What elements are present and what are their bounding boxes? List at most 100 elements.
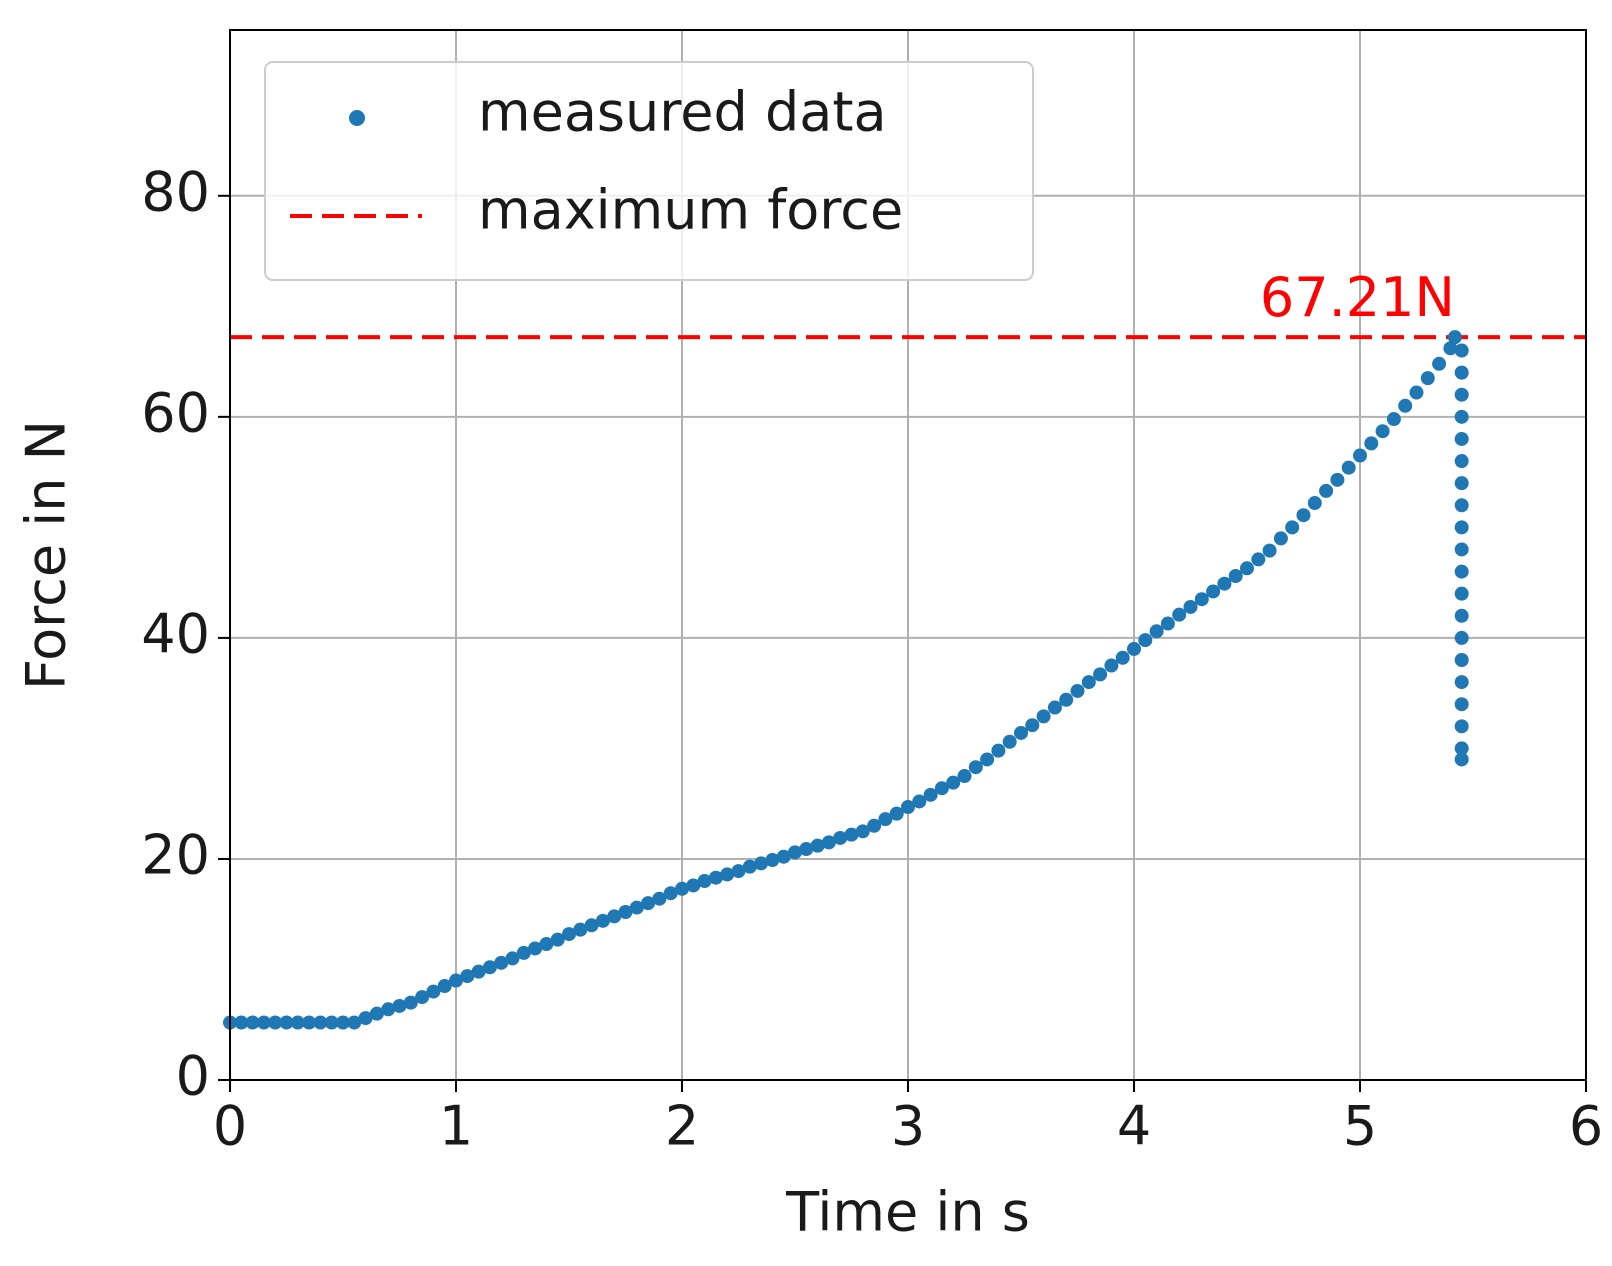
data-point (1454, 343, 1469, 358)
data-point (799, 842, 814, 856)
data-point (901, 800, 915, 814)
data-point (1036, 709, 1051, 724)
data-point (1104, 658, 1119, 673)
data-point (912, 794, 927, 809)
data-point (641, 896, 656, 911)
data-point (1398, 398, 1413, 413)
data-point (1296, 508, 1311, 523)
data-point (1025, 718, 1040, 733)
data-point (494, 955, 509, 970)
data-point (584, 918, 599, 933)
data-point (1447, 330, 1462, 345)
data-point (324, 1015, 339, 1030)
data-point (765, 853, 780, 868)
data-point (946, 775, 961, 790)
data-point (1454, 387, 1469, 402)
data-point (1454, 630, 1469, 645)
data-point (1454, 697, 1469, 712)
data-point (1127, 641, 1141, 656)
data-point (268, 1015, 283, 1030)
data-point (1375, 424, 1390, 439)
data-point (1420, 371, 1435, 386)
x-tick-label: 2 (665, 1095, 699, 1158)
x-tick-label: 6 (1569, 1095, 1603, 1158)
data-point (1386, 412, 1401, 427)
data-point (381, 1002, 396, 1017)
y-tick-label: 0 (176, 1045, 210, 1108)
data-point (1454, 608, 1469, 623)
data-point (279, 1015, 294, 1030)
data-point (697, 874, 712, 889)
data-point (1454, 752, 1469, 767)
data-point (437, 979, 452, 994)
data-point (460, 969, 475, 984)
data-point (1240, 561, 1254, 576)
legend-label: maximum force (478, 179, 903, 242)
x-tick-label: 5 (1343, 1095, 1377, 1158)
data-point (426, 984, 441, 999)
data-point (742, 859, 757, 874)
data-point (1319, 483, 1334, 498)
data-point (1454, 454, 1469, 469)
data-point (731, 864, 746, 879)
data-point (991, 743, 1006, 758)
data-point (1454, 741, 1469, 756)
data-point (844, 827, 859, 842)
data-point (1454, 653, 1469, 667)
data-point (482, 960, 497, 975)
data-point (957, 769, 972, 784)
x-tick-label: 4 (1117, 1095, 1151, 1158)
data-point (1194, 592, 1209, 607)
data-point (1160, 616, 1175, 631)
x-axis-label: Time in s (785, 1181, 1030, 1244)
data-point (1273, 531, 1288, 546)
data-point (290, 1015, 305, 1030)
data-point (1172, 607, 1187, 622)
data-point (336, 1015, 350, 1030)
data-point (833, 830, 848, 845)
data-point (415, 990, 430, 1005)
data-point (1443, 341, 1458, 356)
data-point (1002, 734, 1017, 749)
data-point (1341, 460, 1356, 475)
data-point (539, 937, 554, 952)
y-tick-label: 40 (141, 603, 210, 666)
data-point (855, 824, 870, 839)
data-point (1454, 520, 1469, 535)
data-point (923, 787, 938, 802)
data-point (528, 941, 543, 956)
data-point (1251, 552, 1266, 567)
data-point (607, 909, 622, 924)
data-point (1454, 365, 1469, 380)
data-point (1070, 683, 1085, 698)
data-point (1454, 719, 1469, 734)
data-point (1454, 564, 1469, 579)
data-point (754, 856, 769, 871)
data-point (1454, 476, 1469, 491)
data-point (1228, 569, 1243, 583)
x-tick-label: 3 (891, 1095, 925, 1158)
legend-box (264, 61, 1034, 281)
data-point (1093, 667, 1108, 682)
data-point (720, 867, 735, 882)
data-point (934, 781, 949, 796)
data-point (505, 951, 520, 966)
data-point (449, 973, 463, 988)
data-point (302, 1015, 317, 1030)
data-point (1454, 409, 1469, 424)
data-point (1307, 496, 1322, 511)
data-point (968, 760, 983, 775)
data-point (313, 1015, 328, 1030)
data-point (1330, 472, 1345, 487)
data-point (1262, 543, 1277, 558)
data-point (471, 964, 486, 979)
data-point (1149, 624, 1164, 639)
plot-frame (229, 29, 1587, 1081)
data-point (1115, 650, 1130, 665)
legend-marker (349, 110, 365, 126)
data-point (245, 1015, 260, 1030)
x-tick-label: 0 (213, 1095, 247, 1158)
data-point (1059, 692, 1074, 707)
data-point (821, 835, 836, 850)
